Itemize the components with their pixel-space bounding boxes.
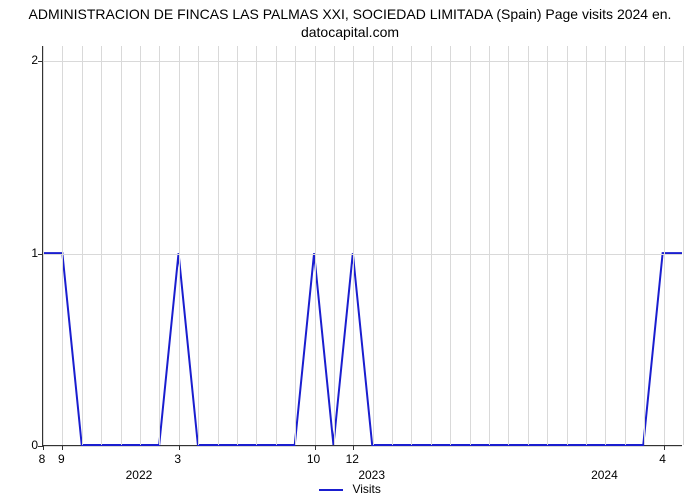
gridline-vertical xyxy=(295,46,296,445)
gridline-vertical xyxy=(625,46,626,445)
legend: Visits xyxy=(0,482,700,496)
chart-title: ADMINISTRACION DE FINCAS LAS PALMAS XXI,… xyxy=(0,0,700,41)
chart-title-line2: datocapital.com xyxy=(301,24,399,40)
gridline-vertical xyxy=(121,46,122,445)
gridline-vertical xyxy=(237,46,238,445)
xtick-label: 8 xyxy=(39,452,46,466)
chart-title-line1: ADMINISTRACION DE FINCAS LAS PALMAS XXI,… xyxy=(29,6,672,22)
xtick-mark xyxy=(315,445,316,450)
xtick-year-label: 2023 xyxy=(358,468,385,482)
ytick-mark xyxy=(38,254,43,255)
ytick-label: 1 xyxy=(8,246,38,260)
gridline-vertical xyxy=(450,46,451,445)
xtick-mark xyxy=(664,445,665,450)
legend-swatch xyxy=(319,489,343,491)
gridline-vertical xyxy=(140,46,141,445)
xtick-mark xyxy=(353,445,354,450)
plot-inner xyxy=(42,46,682,446)
gridline-vertical xyxy=(683,46,684,445)
xtick-label: 9 xyxy=(58,452,65,466)
gridline-vertical xyxy=(489,46,490,445)
plot-area xyxy=(42,46,682,446)
gridline-vertical xyxy=(664,46,665,445)
gridline-vertical xyxy=(198,46,199,445)
xtick-label: 12 xyxy=(346,452,359,466)
gridline-vertical xyxy=(528,46,529,445)
legend-label: Visits xyxy=(352,482,380,496)
xtick-year-label: 2022 xyxy=(126,468,153,482)
gridline-horizontal xyxy=(43,61,682,62)
gridline-vertical xyxy=(373,46,374,445)
gridline-vertical xyxy=(276,46,277,445)
gridline-vertical xyxy=(547,46,548,445)
gridline-vertical xyxy=(586,46,587,445)
gridline-vertical xyxy=(353,46,354,445)
xtick-year-label: 2024 xyxy=(591,468,618,482)
gridline-vertical xyxy=(62,46,63,445)
gridline-vertical xyxy=(159,46,160,445)
xtick-label: 4 xyxy=(659,452,666,466)
gridline-vertical xyxy=(43,46,44,445)
gridline-vertical xyxy=(334,46,335,445)
gridline-horizontal xyxy=(43,254,682,255)
xtick-mark xyxy=(62,445,63,450)
gridline-horizontal xyxy=(43,446,682,447)
ytick-mark xyxy=(38,61,43,62)
gridline-vertical xyxy=(644,46,645,445)
gridline-vertical xyxy=(101,46,102,445)
gridline-vertical xyxy=(508,46,509,445)
gridline-vertical xyxy=(411,46,412,445)
gridline-vertical xyxy=(605,46,606,445)
xtick-mark xyxy=(179,445,180,450)
ytick-label: 0 xyxy=(8,438,38,452)
gridline-vertical xyxy=(567,46,568,445)
xtick-mark xyxy=(43,445,44,450)
xtick-label: 3 xyxy=(174,452,181,466)
gridline-vertical xyxy=(256,46,257,445)
gridline-vertical xyxy=(431,46,432,445)
gridline-vertical xyxy=(82,46,83,445)
gridline-vertical xyxy=(315,46,316,445)
chart-container: ADMINISTRACION DE FINCAS LAS PALMAS XXI,… xyxy=(0,0,700,500)
gridline-vertical xyxy=(218,46,219,445)
ytick-label: 2 xyxy=(8,53,38,67)
xtick-label: 10 xyxy=(307,452,320,466)
gridline-vertical xyxy=(392,46,393,445)
gridline-vertical xyxy=(470,46,471,445)
gridline-vertical xyxy=(179,46,180,445)
